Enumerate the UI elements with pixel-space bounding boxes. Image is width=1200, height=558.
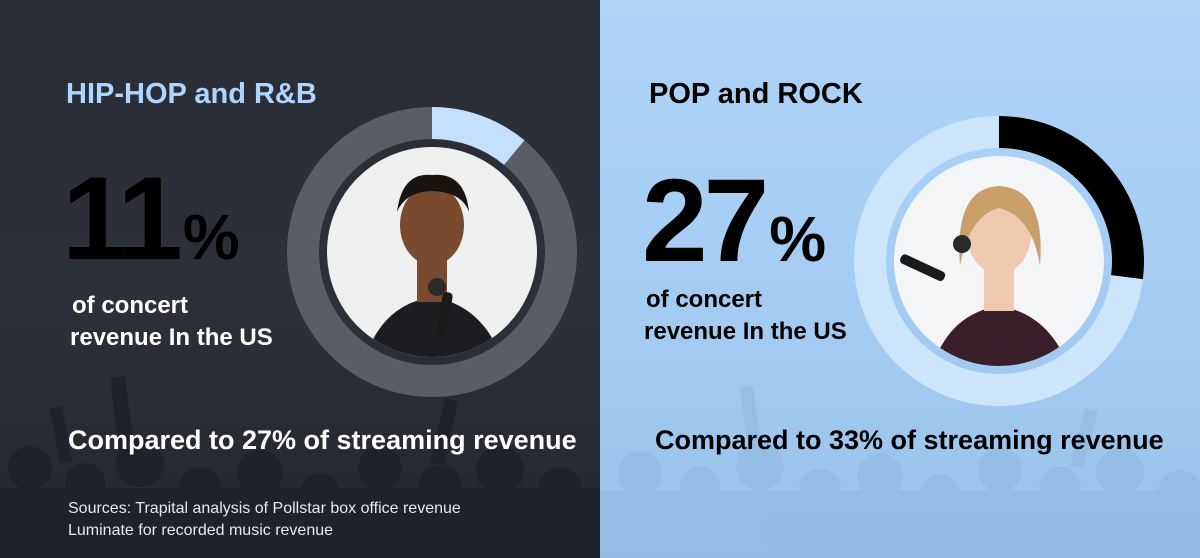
caption-line-1: of concert — [646, 286, 763, 313]
donut-slice-value — [432, 107, 525, 165]
genre-title: POP and ROCK — [649, 78, 863, 110]
percent-sign: % — [182, 201, 240, 273]
caption-line-2: revenue In the US — [644, 318, 847, 345]
sources-note: Sources: Trapital analysis of Pollstar b… — [68, 498, 461, 542]
performer-photo — [894, 156, 1104, 366]
pop-rock-panel: POP and ROCK 27% of concert revenue In t… — [600, 0, 1200, 558]
caption-line-2: revenue In the US — [70, 324, 273, 351]
donut-chart — [854, 116, 1144, 406]
genre-title: HIP-HOP and R&B — [66, 78, 317, 110]
percentage-value: 27% — [642, 162, 826, 280]
percent-sign: % — [769, 203, 827, 275]
percentage-caption: of concert revenue In the US — [70, 290, 330, 354]
percentage-number: 27 — [642, 155, 769, 287]
sources-line-1: Sources: Trapital analysis of Pollstar b… — [68, 500, 461, 517]
caption-line-1: of concert — [72, 292, 189, 319]
sources-line-2: Luminate for recorded music revenue — [68, 522, 334, 539]
percentage-value: 11% — [62, 160, 240, 278]
crowd-background — [0, 376, 600, 558]
donut-slice-value — [999, 116, 1144, 280]
hiphop-panel: HIP-HOP and R&B 11% of concert revenue I… — [0, 0, 600, 558]
crowd-background — [600, 386, 1200, 558]
percentage-caption: of concert revenue In the US — [644, 284, 904, 348]
donut-chart — [287, 107, 577, 397]
comparison-text: Compared to 27% of streaming revenue — [68, 425, 577, 455]
percentage-number: 11 — [62, 153, 183, 285]
performer-photo — [327, 147, 537, 357]
comparison-text: Compared to 33% of streaming revenue — [655, 425, 1164, 455]
